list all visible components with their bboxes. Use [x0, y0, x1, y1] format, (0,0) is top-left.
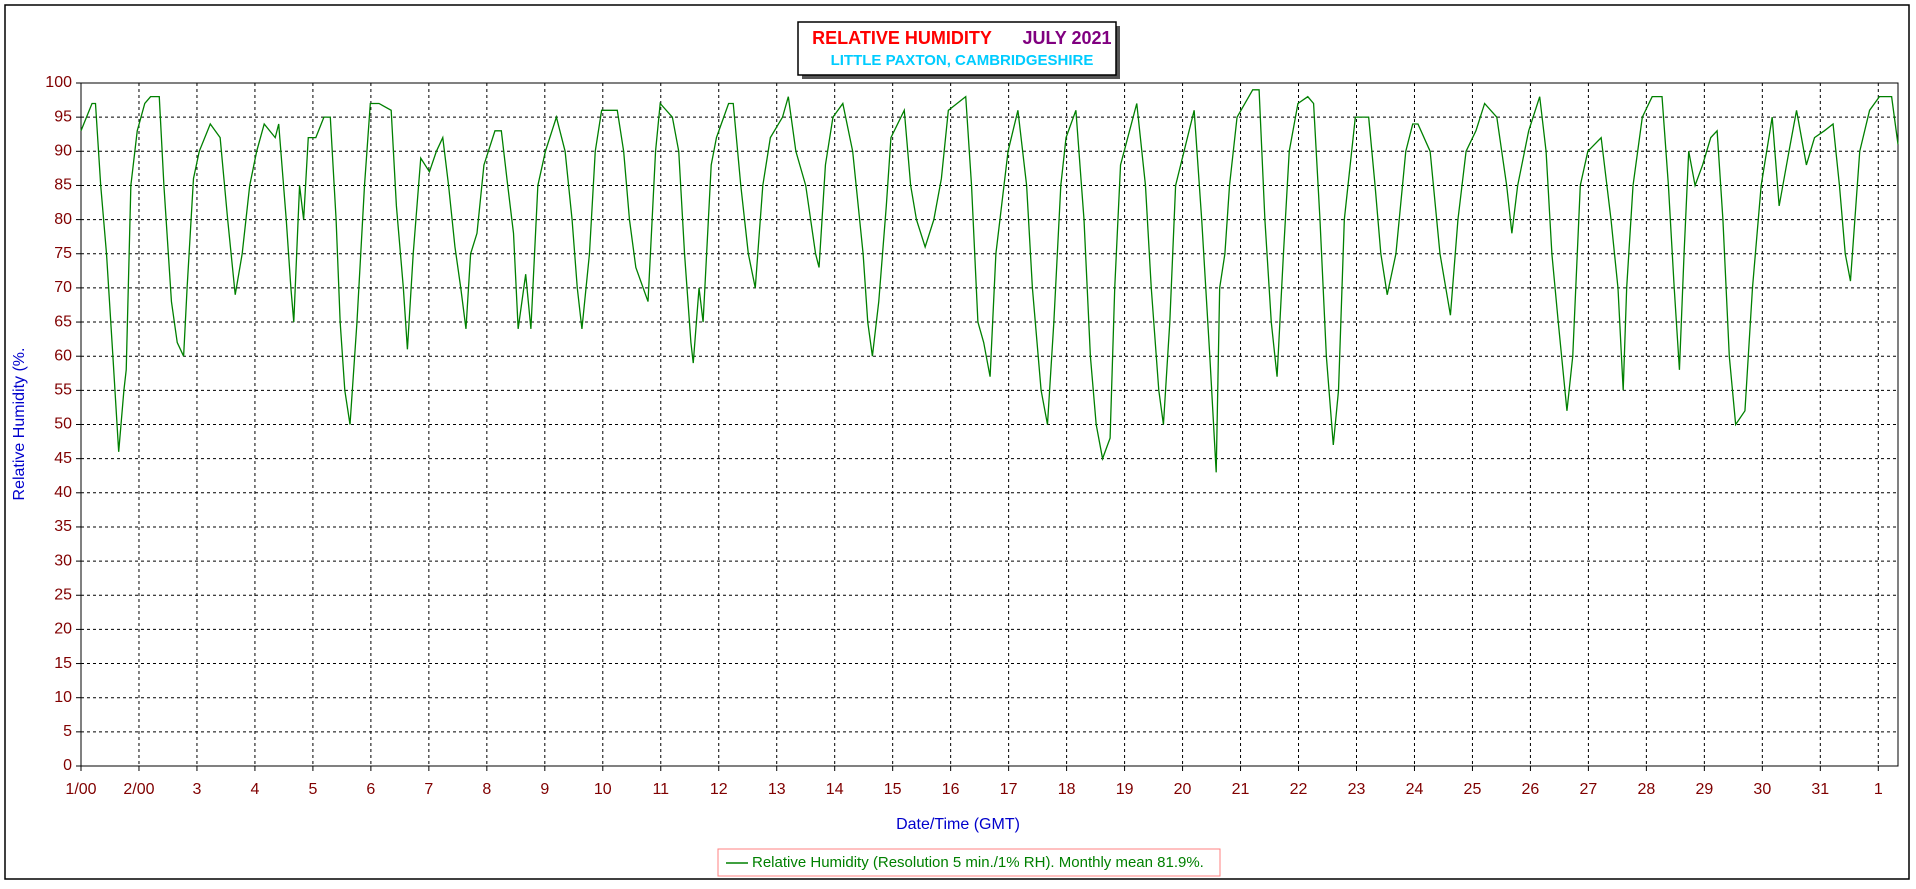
x-tick-label: 4 — [250, 781, 259, 798]
y-tick-label: 30 — [54, 552, 72, 569]
x-tick-label: 28 — [1637, 781, 1655, 798]
x-tick-label: 1 — [1874, 781, 1883, 798]
x-tick-label: 9 — [540, 781, 549, 798]
x-tick-label: 25 — [1464, 781, 1482, 798]
legend-label: Relative Humidity (Resolution 5 min./1% … — [752, 854, 1204, 871]
x-tick-label: 7 — [424, 781, 433, 798]
y-tick-label: 50 — [54, 416, 72, 433]
x-tick-label: 3 — [193, 781, 202, 798]
x-tick-label: 6 — [366, 781, 375, 798]
x-tick-label: 24 — [1406, 781, 1424, 798]
x-tick-label: 19 — [1116, 781, 1134, 798]
y-tick-label: 15 — [54, 655, 72, 672]
data-line — [80, 89, 1899, 473]
title-box — [797, 21, 1117, 76]
chart-subtitle: LITTLE PAXTON, CAMBRIDGESHIRE — [831, 52, 1094, 69]
x-tick-label: 26 — [1522, 781, 1540, 798]
y-tick-label: 100 — [45, 74, 72, 91]
x-tick-label: 21 — [1232, 781, 1250, 798]
y-tick-label: 5 — [63, 723, 72, 740]
x-tick-label: 13 — [768, 781, 786, 798]
y-tick-label: 90 — [54, 143, 72, 160]
legend-box — [717, 848, 1221, 877]
plot-frame — [80, 82, 1899, 767]
x-tick-label: 17 — [1000, 781, 1018, 798]
y-tick-label: 60 — [54, 347, 72, 364]
x-tick-label: 11 — [652, 781, 669, 798]
x-tick-label: 1/00 — [65, 781, 96, 798]
x-tick-label: 29 — [1695, 781, 1713, 798]
y-tick-label: 65 — [54, 313, 72, 330]
y-axis-label: Relative Humidity (%. — [11, 348, 28, 501]
y-tick-label: 20 — [54, 621, 72, 638]
y-tick-label: 25 — [54, 586, 72, 603]
y-tick-label: 80 — [54, 211, 72, 228]
x-tick-label: 22 — [1290, 781, 1308, 798]
x-tick-label: 2/00 — [123, 781, 154, 798]
x-tick-label: 30 — [1753, 781, 1771, 798]
y-tick-label: 55 — [54, 382, 72, 399]
x-axis-label: Date/Time (GMT) — [896, 816, 1020, 833]
chart-frame — [4, 4, 1910, 880]
x-tick-label: 14 — [826, 781, 844, 798]
y-tick-label: 45 — [54, 450, 72, 467]
y-tick-label: 35 — [54, 518, 72, 535]
x-tick-label: 18 — [1058, 781, 1076, 798]
x-tick-label: 15 — [884, 781, 902, 798]
x-tick-label: 23 — [1348, 781, 1366, 798]
chart-title-date: JULY 2021 — [1022, 28, 1111, 48]
y-tick-label: 95 — [54, 108, 72, 125]
y-tick-label: 10 — [54, 689, 72, 706]
x-tick-label: 27 — [1580, 781, 1598, 798]
x-tick-label: 31 — [1811, 781, 1829, 798]
y-tick-label: 0 — [63, 757, 72, 774]
x-tick-label: 16 — [942, 781, 960, 798]
y-tick-label: 40 — [54, 484, 72, 501]
x-tick-label: 8 — [482, 781, 491, 798]
chart-title: RELATIVE HUMIDITY — [812, 28, 992, 48]
y-tick-label: 75 — [54, 245, 72, 262]
x-tick-label: 5 — [308, 781, 317, 798]
x-tick-label: 12 — [710, 781, 728, 798]
x-tick-label: 20 — [1174, 781, 1192, 798]
y-tick-label: 70 — [54, 279, 72, 296]
y-tick-label: 85 — [54, 177, 72, 194]
x-tick-label: 10 — [594, 781, 612, 798]
